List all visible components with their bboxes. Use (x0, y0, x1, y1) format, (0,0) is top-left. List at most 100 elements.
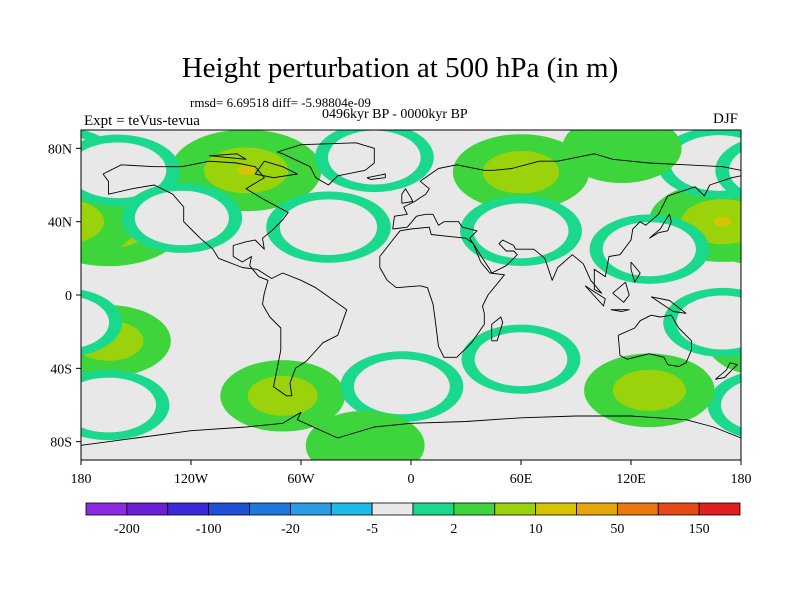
contour-band (81, 201, 105, 242)
colorbar-label: -100 (196, 522, 222, 537)
lon-tick-label: 0 (408, 472, 415, 487)
stats-line: rmsd= 6.69518 diff= -5.98804e-09 (190, 95, 371, 110)
contour-band (734, 393, 741, 417)
colorbar-label: 150 (689, 522, 710, 537)
contour-band (0, 222, 36, 276)
contour-band (247, 375, 318, 416)
coastline (81, 411, 741, 446)
experiment-label: Expt = teVus-tevua (84, 113, 200, 129)
colorbar-label: -20 (281, 522, 300, 537)
contour-band (367, 366, 437, 407)
colorbar-swatch (698, 502, 741, 516)
contour-band (486, 211, 556, 251)
contour-band (676, 295, 741, 350)
lon-tick-label: 60W (287, 472, 315, 487)
coastline (491, 316, 504, 342)
coastline (102, 160, 348, 397)
coastline (715, 362, 738, 380)
longitude-axis: 180 120W 60W 0 60E 120E 180 (71, 460, 752, 487)
contour-band (0, 121, 8, 175)
colorbar-swatch (126, 502, 169, 516)
contour-band (759, 220, 777, 230)
colorbar-label: 10 (529, 522, 543, 537)
coastline (649, 213, 672, 239)
lon-tick-label: 60E (510, 472, 533, 487)
colorbar-swatch (330, 502, 373, 516)
coastlines (81, 142, 741, 446)
latitude-axis: 80N 40N 0 40S 80S (48, 142, 81, 451)
lat-tick-label: 40S (50, 362, 72, 377)
contour-band (715, 141, 741, 200)
colorbar-swatch (494, 502, 537, 516)
coastline (650, 296, 687, 314)
coastline (610, 309, 630, 312)
coastline (630, 261, 641, 283)
contour-band (81, 297, 110, 348)
contour-band (0, 378, 12, 403)
lat-tick-label: 0 (65, 289, 72, 304)
colorbar-label: -200 (114, 522, 140, 537)
contour-band (0, 354, 55, 428)
coastline (392, 153, 741, 294)
contour-band (729, 152, 741, 189)
colorbar-swatch (535, 502, 577, 516)
contour-band (713, 216, 732, 227)
season-label: DJF (713, 111, 739, 127)
colorbar-swatch (576, 502, 618, 516)
coastline (617, 314, 692, 367)
contour-band (81, 212, 88, 232)
lat-tick-label: 80S (50, 436, 72, 451)
contour-band (743, 150, 800, 190)
contour-band (0, 370, 26, 411)
colorbar-swatch (453, 502, 496, 516)
contour-band (134, 190, 229, 246)
colorbar-swatch (412, 502, 455, 516)
contour-band (627, 377, 672, 403)
contour-band (318, 418, 412, 460)
colorbar-swatch (249, 502, 291, 516)
lat-tick-label: 40N (48, 216, 72, 231)
contour-band (795, 191, 800, 245)
contour-band (293, 207, 364, 248)
lon-tick-label: 180 (71, 472, 92, 487)
colorbar: -200 -100 -20 -5 2 10 50 150 (85, 502, 741, 537)
contour-band (236, 165, 256, 176)
contour-band (497, 159, 545, 186)
coastline (254, 160, 298, 179)
colorbar-label: 2 (450, 522, 457, 537)
contour-band (602, 222, 696, 277)
lon-tick-label: 120W (174, 472, 209, 487)
lat-tick-label: 80N (48, 142, 72, 157)
coastline (612, 281, 630, 303)
coastline (209, 153, 247, 160)
contour-band (721, 382, 741, 428)
colorbar-label: 50 (610, 522, 624, 537)
colorbar-swatch (657, 502, 700, 516)
colorbar-swatch (289, 502, 332, 516)
colorbar-swatch (167, 502, 210, 516)
chart-title: Height perturbation at 500 hPa (in m) (181, 52, 619, 84)
colorbar-swatch (616, 502, 659, 516)
lon-tick-label: 120E (616, 472, 646, 487)
contour-band (0, 214, 49, 283)
time-period-label: 0496kyr BP - 0000kyr BP (322, 107, 468, 122)
coastline (277, 142, 375, 186)
coastline (379, 226, 505, 358)
coastline (584, 285, 606, 307)
contour-band (733, 328, 741, 354)
contour-field (0, 121, 800, 460)
coastline (401, 188, 414, 204)
lon-tick-label: 180 (731, 472, 752, 487)
colorbar-label: -5 (366, 522, 378, 537)
colorbar-swatch (208, 502, 250, 516)
contour-band (474, 332, 568, 387)
contour-band (743, 211, 794, 239)
contour-band (0, 362, 40, 419)
coastline (366, 173, 386, 180)
contour-band (82, 150, 153, 191)
colorbar-swatch (85, 502, 128, 516)
contour-band (81, 385, 143, 425)
contour-band (782, 183, 800, 253)
colorbar-swatch (371, 502, 414, 516)
